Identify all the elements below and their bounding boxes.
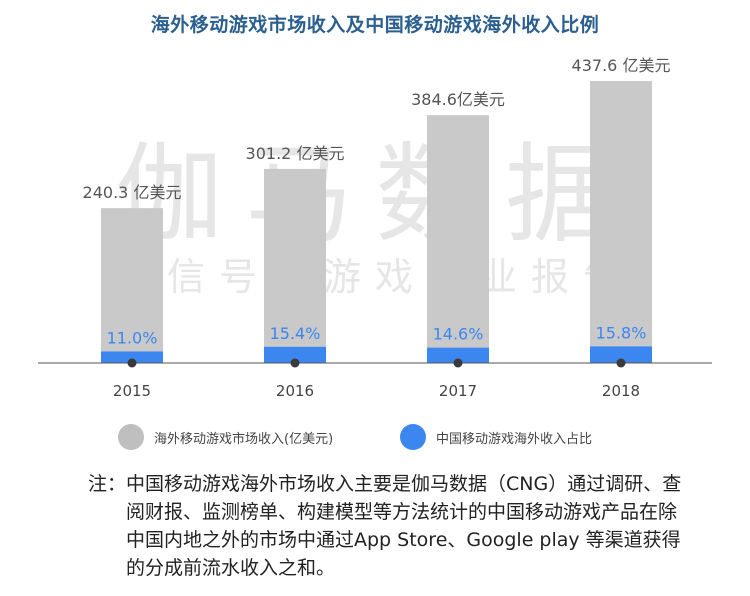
legend-item-share: 中国移动游戏海外收入占比 (400, 424, 592, 450)
bar-share (427, 347, 489, 363)
bar-share (590, 346, 652, 363)
legend-swatch-share (400, 424, 426, 450)
footnote-label: 注： (88, 473, 127, 495)
chart-title: 海外移动游戏市场收入及中国移动游戏海外收入比例 (150, 14, 600, 36)
x-axis-tick-dot (616, 358, 626, 368)
x-axis-ticks: 2015 2016 2017 2018 (113, 358, 640, 400)
x-axis-tick-label: 2016 (276, 382, 314, 400)
bar-revenue (427, 115, 489, 363)
data-label-share: 11.0% (107, 328, 158, 347)
data-label-share: 14.6% (433, 325, 484, 344)
x-axis-tick-dot (453, 358, 463, 368)
x-axis-tick-label: 2017 (439, 382, 477, 400)
data-label-revenue: 301.2 亿美元 (246, 144, 345, 163)
legend-label-share: 中国移动游戏海外收入占比 (436, 431, 593, 447)
data-label-revenue: 384.6亿美元 (411, 90, 505, 109)
x-axis-tick-dot (127, 358, 137, 368)
bar-revenue (264, 168, 326, 363)
bar-revenue (101, 208, 163, 363)
data-label-share: 15.4% (270, 324, 321, 343)
bars-layer: 240.3 亿美元 11.0% 301.2 亿美元 15.4% 384.6亿美元 14.6… (83, 56, 671, 363)
watermark: 伽马数据 微信号：游戏产业报告 (115, 133, 635, 299)
watermark-brand: 伽马数据 (115, 133, 635, 258)
watermark-wechat: 微信号：游戏产业报告 (115, 255, 635, 299)
footnote-text: 中国移动游戏海外市场收入主要是伽马数据（CNG）通过调研、查阅财报、监测榜单、构… (126, 473, 682, 579)
x-axis-tick-label: 2018 (602, 382, 640, 400)
bar-chart: 伽马数据 微信号：游戏产业报告 240.3 亿美元 11.0% 301.2 亿美元 1… (38, 56, 712, 400)
legend-label-revenue: 海外移动游戏市场收入(亿美元) (154, 431, 334, 447)
bar-revenue (590, 81, 652, 363)
bar-share (264, 346, 326, 363)
data-label-share: 15.8% (596, 323, 647, 342)
x-axis-tick-label: 2015 (113, 382, 151, 400)
data-label-revenue: 437.6 亿美元 (572, 56, 671, 75)
legend-item-revenue: 海外移动游戏市场收入(亿美元) (118, 424, 333, 450)
bar-share (101, 351, 163, 363)
x-axis-tick-dot (290, 358, 300, 368)
data-label-revenue: 240.3 亿美元 (83, 183, 182, 202)
legend: 海外移动游戏市场收入(亿美元) 中国移动游戏海外收入占比 (0, 424, 750, 454)
legend-swatch-revenue (118, 424, 144, 450)
